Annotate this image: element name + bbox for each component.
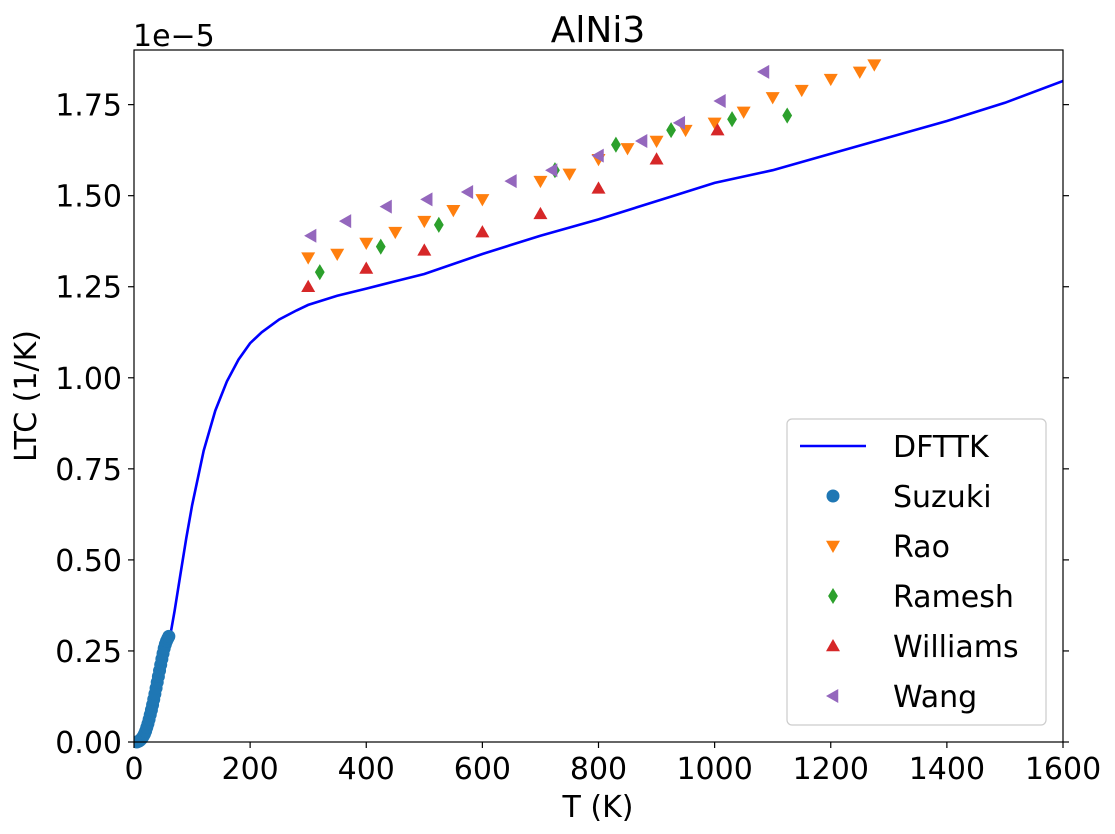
point-ramesh	[611, 136, 621, 153]
point-williams	[710, 123, 725, 136]
y-axis-title: LTC (1/K)	[9, 330, 44, 462]
point-williams	[359, 261, 374, 274]
point-rao	[620, 143, 635, 156]
legend-swatch	[826, 639, 840, 652]
legend-label: Williams	[893, 630, 1019, 665]
point-rao	[330, 248, 345, 261]
y-tick-label: 1.25	[55, 271, 122, 306]
x-tick-label: 1600	[1025, 752, 1101, 787]
point-williams	[533, 206, 548, 220]
point-wang	[504, 174, 517, 189]
point-rao	[707, 117, 722, 130]
legend-swatch	[826, 489, 840, 503]
point-wang	[420, 192, 433, 207]
point-rao	[649, 135, 664, 149]
point-williams	[475, 225, 490, 238]
series-wang	[304, 64, 770, 243]
x-axis: 0 200 400 600 800 1000 1200 1400 1600	[124, 742, 1101, 787]
point-wang	[591, 148, 604, 163]
y-tick-label: 0.25	[55, 635, 122, 670]
point-williams	[649, 152, 664, 165]
series-layer	[134, 59, 1063, 749]
point-williams	[591, 181, 606, 194]
y-axis: 0.00 0.25 0.50 0.75 1.00 1.25 1.50 1.75	[55, 89, 1069, 761]
point-williams	[301, 279, 316, 292]
legend-item-rao: Rao	[826, 530, 950, 565]
point-rao	[852, 66, 867, 79]
point-wang	[460, 185, 474, 200]
legend-label: DFTTK	[893, 430, 990, 465]
point-ramesh	[666, 122, 676, 139]
legend-swatch	[828, 587, 838, 605]
y-tick-label: 0.50	[55, 544, 122, 579]
legend-label: Wang	[893, 680, 977, 715]
point-rao	[446, 205, 461, 218]
legend-item-williams: Williams	[826, 630, 1019, 665]
legend-swatch	[826, 540, 840, 553]
point-wang	[713, 93, 726, 108]
point-wang	[672, 115, 686, 130]
legend: DFTTK Suzuki Rao Ramesh Williams Wang	[786, 418, 1047, 726]
legend-label: Rao	[893, 530, 950, 565]
y-offset-label: 1e−5	[133, 19, 215, 54]
point-suzuki	[162, 629, 176, 643]
legend-item-wang: Wang	[826, 680, 977, 715]
x-tick-label: 0	[124, 752, 143, 787]
point-rao	[867, 59, 882, 72]
x-tick-label: 800	[570, 752, 627, 787]
point-ramesh	[375, 238, 386, 255]
series-rao	[301, 59, 882, 265]
legend-item-ramesh: Ramesh	[828, 580, 1014, 615]
point-wang	[379, 199, 392, 214]
legend-box	[786, 418, 1047, 726]
point-rao	[823, 73, 838, 87]
y-tick-label: 1.75	[55, 89, 122, 124]
point-rao	[359, 237, 374, 251]
legend-label: Ramesh	[893, 580, 1014, 615]
point-rao	[736, 106, 751, 119]
point-ramesh	[314, 264, 325, 281]
legend-swatch	[826, 689, 839, 703]
point-ramesh	[433, 216, 444, 233]
point-rao	[417, 215, 432, 229]
legend-item-suzuki: Suzuki	[826, 480, 992, 515]
x-tick-label: 1400	[909, 752, 985, 787]
x-tick-label: 1000	[676, 752, 752, 787]
point-wang	[756, 64, 770, 79]
point-wang	[304, 228, 317, 243]
point-ramesh	[727, 111, 737, 128]
point-rao	[765, 92, 780, 105]
x-tick-label: 400	[338, 752, 395, 787]
point-rao	[301, 252, 316, 265]
x-axis-title: T (K)	[562, 790, 634, 825]
point-wang	[338, 214, 352, 229]
point-rao	[794, 84, 809, 98]
point-rao	[562, 168, 577, 181]
point-rao	[388, 226, 403, 240]
point-rao	[475, 194, 490, 207]
point-wang	[635, 134, 648, 149]
series-williams	[301, 123, 725, 292]
chart-title: AlNi3	[551, 10, 645, 51]
point-williams	[417, 243, 432, 256]
point-wang	[545, 163, 558, 178]
y-tick-label: 0.75	[55, 453, 122, 488]
point-rao	[533, 175, 548, 189]
legend-label: Suzuki	[893, 480, 992, 515]
x-tick-label: 1200	[793, 752, 869, 787]
y-tick-label: 1.50	[55, 180, 122, 215]
x-tick-label: 600	[454, 752, 511, 787]
series-suzuki	[134, 629, 176, 749]
y-tick-label: 1.00	[55, 362, 122, 397]
point-ramesh	[782, 107, 793, 124]
legend-item-dfttk: DFTTK	[800, 430, 990, 465]
y-tick-label: 0.00	[55, 726, 122, 761]
x-tick-label: 200	[221, 752, 278, 787]
